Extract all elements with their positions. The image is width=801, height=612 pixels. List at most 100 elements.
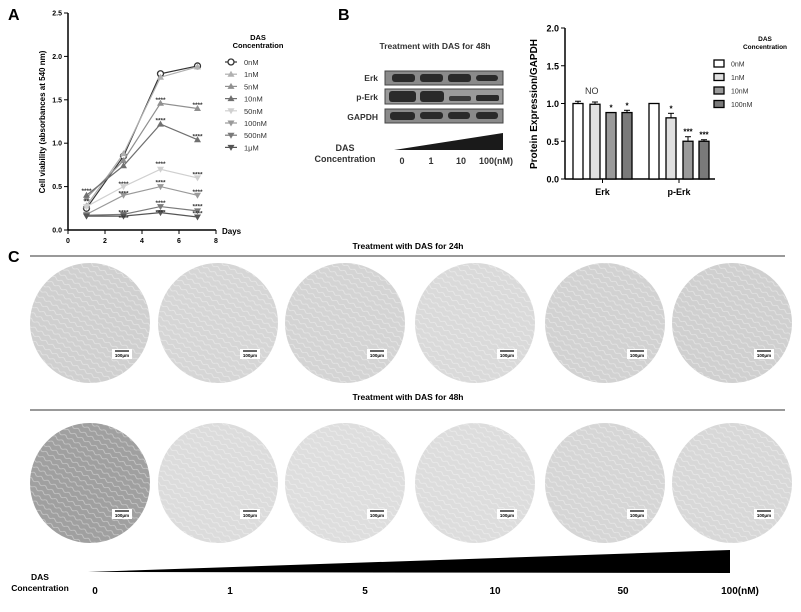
band xyxy=(420,91,444,102)
blot-lane-100: 100(nM) xyxy=(479,156,513,166)
significance-label: **** xyxy=(155,200,166,207)
data-point-10nM xyxy=(83,191,90,198)
scale-bar-label: 100μm xyxy=(500,513,514,518)
x-tick-label: 4 xyxy=(140,238,144,245)
data-point-50nM xyxy=(120,184,127,191)
legend-label: 100nM xyxy=(731,102,753,109)
bar-Erk-0nM xyxy=(572,102,584,180)
significance-label: **** xyxy=(118,181,129,188)
y-tick-label: 1.0 xyxy=(52,141,62,148)
concentration-wedge xyxy=(88,550,730,573)
band xyxy=(476,95,499,101)
data-point-1μM xyxy=(120,213,127,220)
scale-bar-label: 100μm xyxy=(757,353,771,358)
band xyxy=(448,112,470,119)
bar-Erk-10nM xyxy=(605,111,617,180)
significance-label: **** xyxy=(155,210,166,217)
significance-label: **** xyxy=(192,204,203,211)
concentration-wedge xyxy=(394,133,503,150)
line-chart-cell-viability: Days Cell viability (absorbances at 540 … xyxy=(38,11,284,246)
legend-swatch-1nM xyxy=(713,72,725,82)
cell-texture xyxy=(30,263,150,383)
band xyxy=(390,112,415,120)
legend-title-das: DAS xyxy=(758,36,772,43)
y-tick-label: 0.0 xyxy=(52,228,62,235)
data-point-100nM xyxy=(157,184,164,191)
band xyxy=(476,75,498,81)
y-tick-label: 2.0 xyxy=(52,54,62,61)
data-point-100nM xyxy=(194,192,201,199)
bar-chart-protein-expression: Protein Expression/GAPDH NO DAS Concentr… xyxy=(529,24,787,198)
blot-strip-gapdh xyxy=(384,108,504,124)
legend-marker-5nM xyxy=(227,82,235,89)
scale-bar-box xyxy=(754,509,774,519)
y-tick-label: 2.5 xyxy=(52,11,62,18)
legend-label: 1μM xyxy=(244,143,259,152)
cell-texture xyxy=(30,423,150,543)
legend-swatch-0nM xyxy=(713,59,725,68)
cell-texture xyxy=(285,423,405,543)
significance-label: * xyxy=(609,104,613,113)
y-tick-label: 2.0 xyxy=(546,24,559,34)
band xyxy=(449,96,471,101)
band xyxy=(420,112,443,119)
legend-label: 500nM xyxy=(244,131,267,140)
legend-label: 10nM xyxy=(244,95,263,104)
cell-texture xyxy=(158,423,278,543)
x-axis-label: Days xyxy=(222,227,242,236)
bar-Erk-100nM xyxy=(621,111,633,180)
data-point-500nM xyxy=(194,208,201,215)
data-point-5nM xyxy=(194,104,201,111)
blot-row-label-gapdh: GAPDH xyxy=(347,112,378,122)
row1-title: Treatment with DAS for 24h xyxy=(353,241,464,251)
blot-lane-10: 10 xyxy=(456,156,466,166)
significance-label: **** xyxy=(81,188,92,195)
scale-bar-box xyxy=(754,349,774,359)
y-tick-label: 1.5 xyxy=(52,97,62,104)
data-point-10nM xyxy=(157,120,164,127)
significance-label: **** xyxy=(155,97,166,104)
blot-lane-0: 0 xyxy=(399,156,404,166)
legend-marker-1nM xyxy=(227,70,235,77)
blot-title: Treatment with DAS for 48h xyxy=(380,41,491,51)
legend-marker-500nM xyxy=(227,132,235,139)
legend-label: 100nM xyxy=(244,119,267,128)
legend-label: 0nM xyxy=(731,62,745,69)
conc-tick-label: 50 xyxy=(617,586,629,597)
blot-strip-erk xyxy=(384,70,504,86)
data-point-1μM xyxy=(194,214,201,221)
x-tick-label: 2 xyxy=(103,238,107,245)
significance-label: **** xyxy=(155,118,166,125)
legend-marker-50nM xyxy=(227,108,235,115)
cell-texture xyxy=(415,263,535,383)
scale-bar-box xyxy=(240,349,260,359)
conc-tick-label: 100(nM) xyxy=(721,586,759,597)
significance-label: *** xyxy=(699,131,709,140)
bar-p-Erk-100nM xyxy=(698,140,710,180)
conc-tick-label: 5 xyxy=(362,586,368,597)
micrograph-panel: Treatment with DAS for 24h Treatment wit… xyxy=(11,241,792,597)
scale-bar-label: 100μm xyxy=(370,353,384,358)
blot-row-label-perk: p-Erk xyxy=(356,92,378,102)
band xyxy=(420,74,443,82)
series-line-500nM xyxy=(86,205,198,216)
significance-label: ** xyxy=(84,198,90,205)
y-axis-label: Cell viability (absorbances at 540 nm) xyxy=(38,50,47,193)
legend-title-concentration: Concentration xyxy=(233,41,284,50)
data-point-5nM xyxy=(157,99,164,106)
significance-label: **** xyxy=(192,211,203,218)
significance-label: **** xyxy=(155,161,166,168)
data-point-50nM xyxy=(83,204,90,211)
legend-label: 50nM xyxy=(244,107,263,116)
cell-texture xyxy=(672,423,792,543)
band xyxy=(392,74,415,82)
scale-bar-label: 100μm xyxy=(243,513,257,518)
bar-p-Erk-1nM xyxy=(665,117,677,180)
legend-label: 10nM xyxy=(731,89,749,96)
significance-label: *** xyxy=(683,128,693,137)
legend-marker-1μM xyxy=(227,144,235,151)
scale-bar-box xyxy=(367,349,387,359)
scale-bar-label: 100μm xyxy=(630,513,644,518)
x-tick-label: 0 xyxy=(66,238,70,245)
scale-bar-label: 100μm xyxy=(115,353,129,358)
